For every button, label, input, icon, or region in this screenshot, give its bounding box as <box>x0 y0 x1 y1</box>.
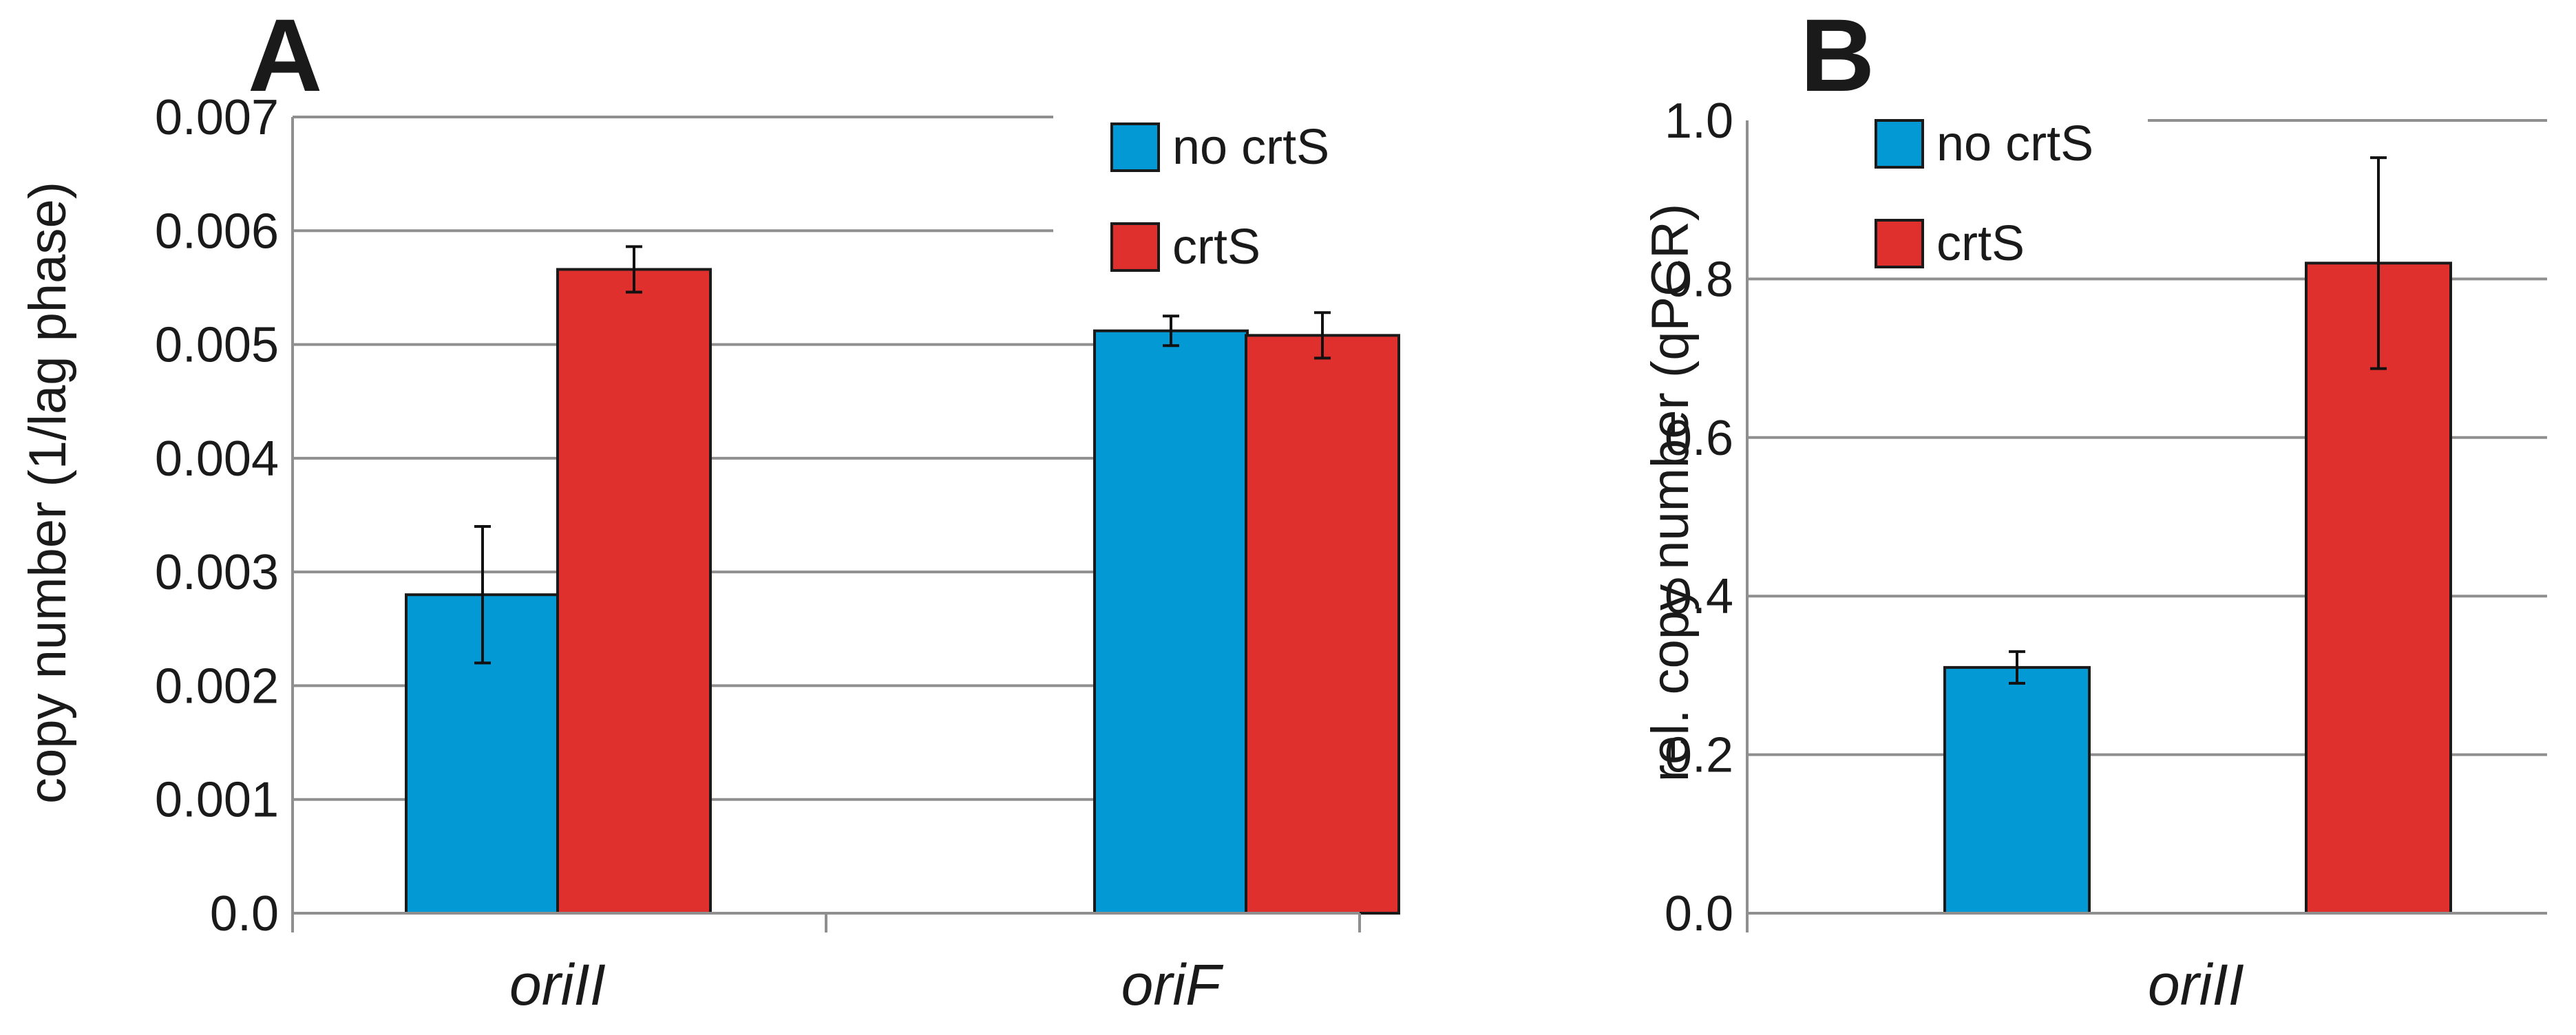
legend-swatch-no-crtS <box>1110 122 1160 172</box>
y-tick-label: 0.007 <box>155 90 279 145</box>
legend-swatch-crtS <box>1110 222 1160 272</box>
legend-swatch-no-crtS <box>1875 119 1924 169</box>
panel-b-category-labels: oriII <box>2148 952 2244 1017</box>
category-label: oriII <box>509 952 606 1017</box>
y-tick-label: 0.001 <box>155 773 279 828</box>
bar-crtS-oriF <box>1245 334 1400 915</box>
bar-crtS-oriII <box>556 268 712 915</box>
panel-a: A 0.0 0.001 0.002 0.003 0.004 0.005 0.006 0.007… <box>19 0 1400 1017</box>
y-tick-label: 0.003 <box>155 545 279 600</box>
panel-b-y-axis-title: rel. copy number (qPCR) <box>1641 204 1700 782</box>
bar-no-crtS-oriII <box>1943 665 2091 915</box>
legend-label: crtS <box>1172 220 1260 275</box>
y-tick-label: 0.002 <box>155 659 279 714</box>
panel-b-axes <box>1746 120 2547 932</box>
panel-a-y-tick-labels: 0.0 0.001 0.002 0.003 0.004 0.005 0.006 0.007 <box>155 90 279 941</box>
bar-no-crtS-oriF <box>1093 329 1249 915</box>
panel-a-axes <box>291 117 1361 932</box>
category-label: oriF <box>1121 952 1224 1017</box>
bar-crtS-oriII <box>2305 262 2452 915</box>
panel-b-legend: no crtS crtS <box>1875 116 2093 271</box>
panel-b-bars <box>1943 156 2452 915</box>
y-tick-label: 0.8 <box>1665 252 1733 307</box>
y-tick-label: 0.2 <box>1665 728 1733 783</box>
category-label: oriII <box>2148 952 2244 1017</box>
y-tick-label: 0.005 <box>155 318 279 373</box>
panel-b-y-tick-labels: 0.0 0.2 0.4 0.6 0.8 1.0 <box>1665 94 1733 941</box>
panel-a-legend: no crtS crtS <box>1110 120 1329 275</box>
panel-a-letter: A <box>248 0 322 113</box>
y-tick-label: 1.0 <box>1665 94 1733 149</box>
legend-swatch-crtS <box>1875 219 1924 268</box>
y-tick-label: 0.006 <box>155 204 279 259</box>
y-tick-label: 0.6 <box>1665 411 1733 466</box>
legend-label: no crtS <box>1172 120 1329 175</box>
y-tick-label: 0.0 <box>1665 886 1733 941</box>
y-tick-label: 0.0 <box>210 886 279 941</box>
legend-label: no crtS <box>1936 116 2093 171</box>
legend-label: crtS <box>1936 216 2025 271</box>
panel-b-letter: B <box>1800 0 1875 113</box>
y-tick-label: 0.004 <box>155 431 279 487</box>
panel-a-bars <box>405 245 1400 915</box>
panel-a-category-labels: oriII oriF <box>509 952 1224 1017</box>
panel-a-y-axis-title: copy number (1/lag phase) <box>19 182 77 804</box>
panel-b: B 0.0 0.2 0.4 0.6 0.8 1.0 oriII no crtS crtS r… <box>1641 0 2547 1017</box>
y-tick-label: 0.4 <box>1665 569 1733 624</box>
